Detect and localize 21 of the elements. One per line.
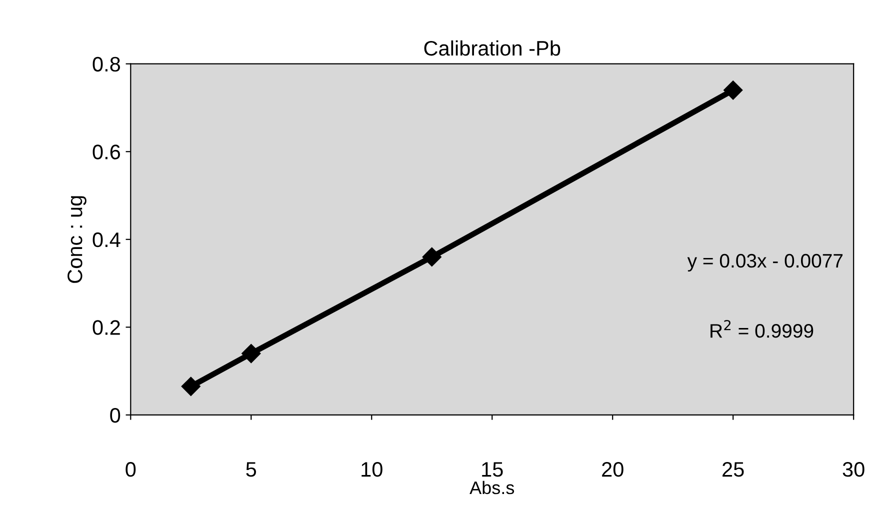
point xyxy=(181,376,200,396)
chart-title: Calibration -Pb xyxy=(424,40,560,56)
point xyxy=(724,80,743,100)
x-tick-label: 25 xyxy=(722,462,744,477)
x-tick-label: 5 xyxy=(246,462,256,477)
x-axis-title: Abs.s xyxy=(470,480,514,494)
annotation: R$^{2}$ = 0.9999 xyxy=(710,320,814,338)
x-tick-label: 0 xyxy=(126,462,136,477)
point xyxy=(242,344,261,364)
y-tick-label: 0 xyxy=(110,408,120,423)
y-axis-title: Conc : ug xyxy=(68,196,86,283)
x-tick-label: 15 xyxy=(482,462,503,477)
x-tick-label: 20 xyxy=(602,462,624,477)
y-tick-label: 0.6 xyxy=(92,144,120,160)
annotation: y = 0.03x - 0.0077 xyxy=(687,254,843,272)
y-tick-label: 0.8 xyxy=(92,56,120,72)
x-tick-label: 30 xyxy=(842,462,864,477)
x-tick-label: 10 xyxy=(362,462,382,477)
y-tick-label: 0.2 xyxy=(92,320,120,335)
y-tick-label: 0.4 xyxy=(92,232,120,248)
point xyxy=(422,247,442,266)
